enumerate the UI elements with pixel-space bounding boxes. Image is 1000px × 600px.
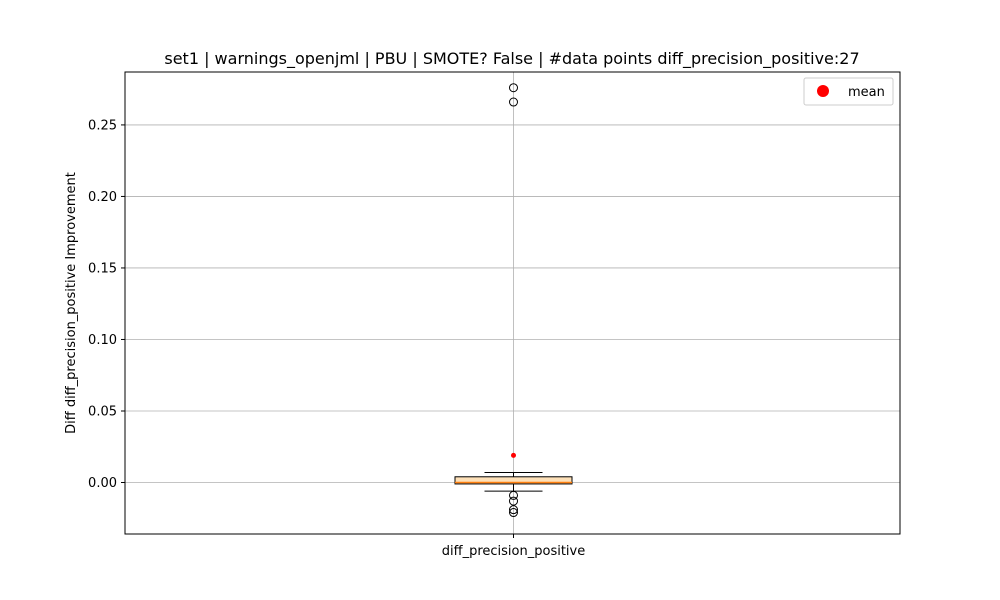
x-tick-label: diff_precision_positive: [442, 544, 585, 559]
legend-box: [803, 77, 894, 106]
y-tick-label: 0.20: [88, 190, 117, 205]
outlier-point: [509, 490, 518, 500]
chart-title: set1 | warnings_openjml | PBU | SMOTE? F…: [164, 49, 859, 69]
y-axis-ticks: 0.00 0.05 0.10 0.15 0.20 0.25: [88, 118, 125, 491]
mean-point: [511, 452, 516, 458]
y-tick-label: 0.10: [88, 333, 117, 348]
grid-layer: [125, 72, 900, 534]
y-tick-label: 0.05: [88, 404, 117, 419]
y-tick-label: 0.15: [88, 261, 117, 276]
outlier-point: [509, 83, 518, 93]
y-tick-label: 0.25: [88, 118, 117, 133]
y-tick-label: 0.00: [88, 476, 117, 491]
x-axis-ticks: diff_precision_positive: [442, 534, 585, 559]
legend-mean-label: mean: [848, 85, 885, 100]
y-axis-label: Diff diff_precision_positive Improvement: [64, 172, 79, 434]
plot-area-frame: [124, 71, 901, 535]
outlier-point: [509, 496, 518, 506]
legend: mean: [803, 77, 894, 106]
marks-layer: [454, 83, 573, 518]
outlier-point: [509, 508, 518, 518]
outlier-point: [509, 97, 518, 107]
legend-mean-marker: [817, 85, 829, 97]
box-iqr: [454, 476, 573, 485]
outlier-point: [509, 505, 518, 515]
